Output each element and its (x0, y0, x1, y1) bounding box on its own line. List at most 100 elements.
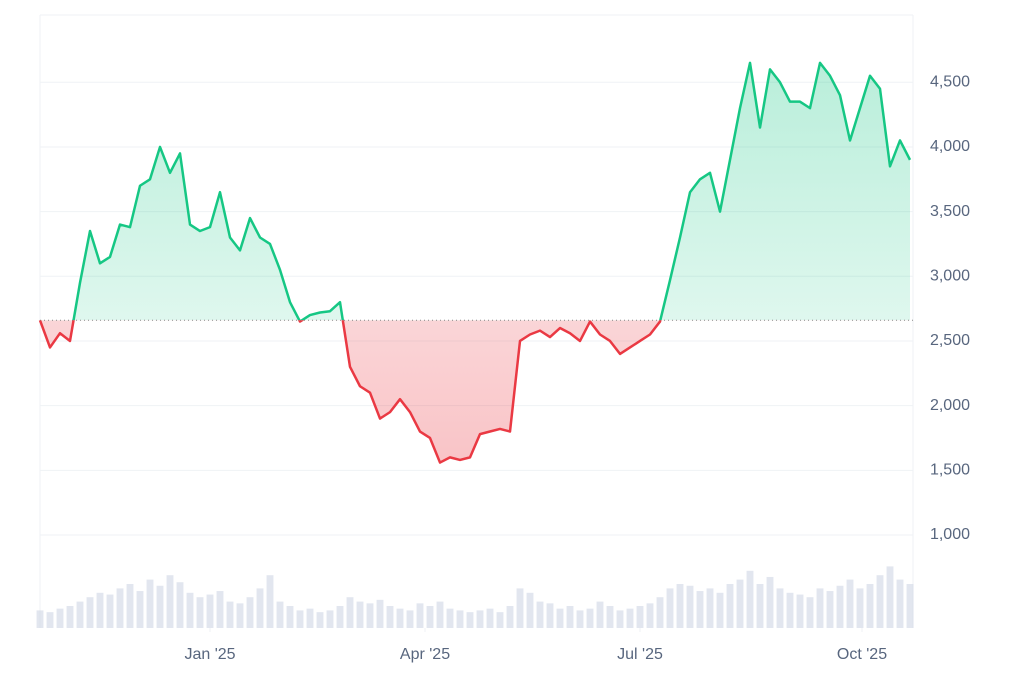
volume-bar (776, 588, 784, 628)
y-tick-label: 4,500 (930, 73, 970, 90)
volume-bar (726, 584, 734, 628)
volume-bar (756, 584, 764, 628)
volume-bar (126, 584, 134, 628)
volume-bar (546, 603, 554, 628)
volume-bar (116, 588, 124, 628)
volume-bar (246, 597, 254, 628)
y-tick-label: 1,500 (930, 462, 970, 479)
volume-bar (796, 594, 804, 628)
volume-bar (656, 597, 664, 628)
volume-bar (316, 612, 324, 628)
volume-bar (176, 582, 184, 628)
volume-bar (596, 601, 604, 628)
volume-bar (486, 608, 494, 628)
volume-bar (896, 579, 904, 628)
area-up (73, 62, 910, 321)
volume-bar (456, 610, 464, 628)
volume-bar (606, 606, 614, 628)
volume-bar (646, 603, 654, 628)
volume-bar (806, 597, 814, 628)
volume-bar (906, 584, 914, 628)
volume-bar (136, 591, 144, 628)
volume-bar (236, 603, 244, 628)
volume-bar (206, 594, 214, 628)
volume-bar (616, 610, 624, 628)
x-tick-label: Jul '25 (617, 646, 663, 663)
volume-bar (866, 584, 874, 628)
volume-bar (786, 592, 794, 628)
volume-bar (46, 612, 54, 628)
volume-bar (366, 603, 374, 628)
volume-bar (536, 601, 544, 628)
volume-bar (686, 585, 694, 628)
volume-bar (436, 601, 444, 628)
volume-bar (746, 570, 754, 628)
volume-bar (636, 606, 644, 628)
volume-bar (166, 575, 174, 628)
volume-bar (696, 591, 704, 628)
volume-bar (716, 592, 724, 628)
volume-bar (706, 588, 714, 628)
volume-bar (306, 608, 314, 628)
volume-bar (886, 566, 894, 628)
y-tick-label: 4,000 (930, 138, 970, 155)
volume-bar (666, 588, 674, 628)
volume-bar (426, 606, 434, 628)
y-tick-label: 3,000 (930, 268, 970, 285)
volume-bar (626, 608, 634, 628)
volume-bar (496, 612, 504, 628)
volume-bar (186, 592, 194, 628)
volume-bar (526, 592, 534, 628)
volume-bar (556, 608, 564, 628)
x-tick-label: Oct '25 (837, 646, 887, 663)
volume-bar (216, 591, 224, 628)
area-down (40, 320, 910, 463)
volume-bar (66, 606, 74, 628)
volume-bar (386, 606, 394, 628)
volume-bar (476, 610, 484, 628)
volume-bar (876, 575, 884, 628)
volume-bar (226, 601, 234, 628)
volume-bar (86, 597, 94, 628)
y-tick-label: 2,500 (930, 332, 970, 349)
volume-bar (256, 588, 264, 628)
x-tick-label: Apr '25 (400, 646, 450, 663)
volume-bar (836, 585, 844, 628)
volume-bar (466, 612, 474, 628)
volume-bar (566, 606, 574, 628)
volume-bar (156, 585, 164, 628)
volume-bar (296, 610, 304, 628)
volume-bar (276, 601, 284, 628)
volume-bar (446, 608, 454, 628)
volume-bar (36, 610, 44, 628)
volume-bar (406, 610, 414, 628)
y-tick-label: 3,500 (930, 203, 970, 220)
price-line-down (38, 320, 662, 464)
volume-bar (56, 608, 64, 628)
volume-bar (416, 603, 424, 628)
volume-bar (326, 610, 334, 628)
volume-bar (846, 579, 854, 628)
volume-bar (816, 588, 824, 628)
volume-bar (766, 576, 774, 628)
volume-bar (736, 579, 744, 628)
volume-bar (346, 597, 354, 628)
volume-bar (146, 579, 154, 628)
volume-bar (76, 601, 84, 628)
price-line-up (40, 61, 912, 321)
volume-bar (516, 588, 524, 628)
volume-bar (576, 610, 584, 628)
volume-bar (106, 594, 114, 628)
volume-bar (856, 588, 864, 628)
volume-bar (196, 597, 204, 628)
volume-bar (826, 591, 834, 628)
volume-bar (286, 606, 294, 628)
volume-bar (506, 606, 514, 628)
volume-bar (676, 584, 684, 628)
volume-bar (356, 601, 364, 628)
y-tick-label: 1,000 (930, 526, 970, 543)
volume-bar (376, 599, 384, 628)
volume-bar (96, 592, 104, 628)
volume-bar (586, 608, 594, 628)
